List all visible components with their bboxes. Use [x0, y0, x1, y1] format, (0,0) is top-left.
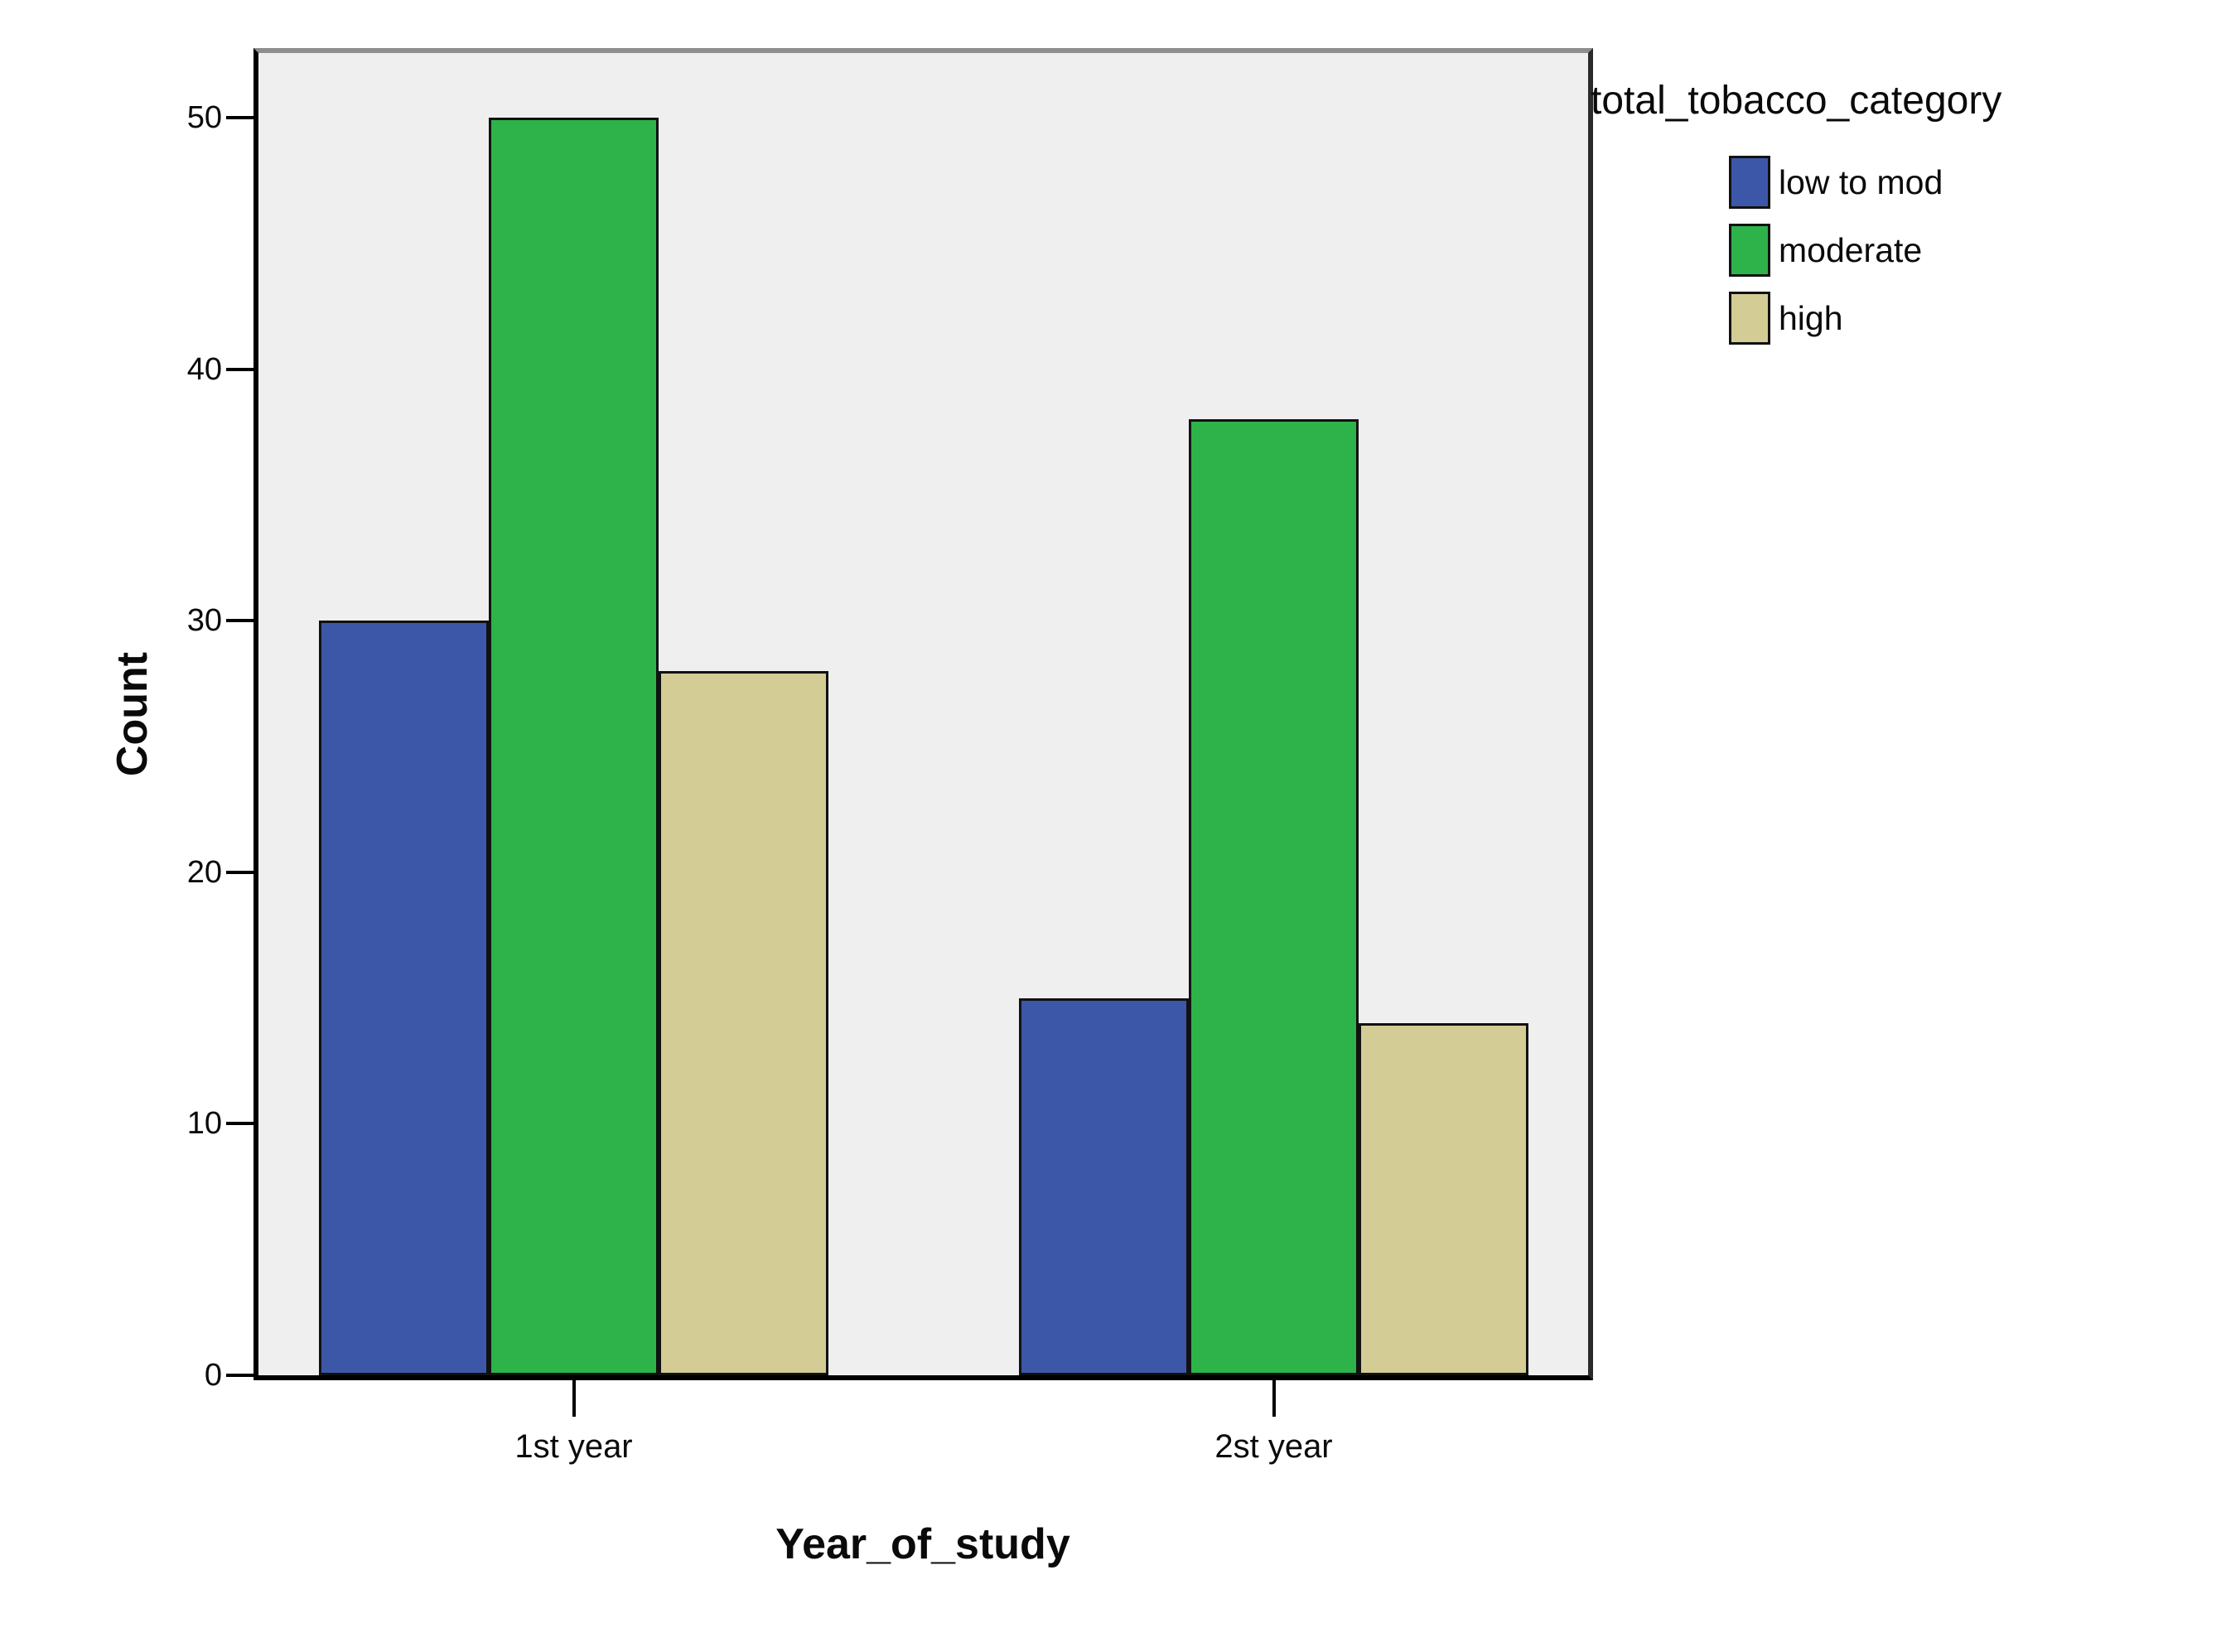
y-tick-mark	[226, 367, 253, 371]
y-tick-mark	[226, 116, 253, 119]
bar-moderate-1st-year	[489, 118, 659, 1375]
y-tick-label: 50	[186, 100, 222, 135]
legend-label: high	[1779, 299, 1843, 337]
y-tick-label: 30	[186, 603, 222, 639]
bar-low-to-mod-2st-year	[1019, 997, 1189, 1375]
x-tick-mark	[572, 1380, 576, 1417]
bar-low-to-mod-1st-year	[319, 621, 489, 1375]
bar-high-1st-year	[659, 670, 828, 1375]
bar-high-2st-year	[1359, 1022, 1528, 1375]
legend-swatch-high	[1729, 292, 1770, 345]
bar-moderate-2st-year	[1189, 419, 1359, 1375]
legend-swatch-low-to-mod	[1729, 156, 1770, 209]
y-tick-label: 0	[204, 1358, 222, 1393]
y-tick-mark	[226, 1374, 253, 1377]
y-tick-label: 10	[186, 1106, 222, 1142]
legend-title: total_tobacco_category	[1591, 79, 2002, 123]
x-tick-mark	[1272, 1380, 1276, 1417]
y-axis-title: Count	[109, 651, 157, 777]
x-category-label: 2st year	[1214, 1428, 1333, 1465]
y-tick-mark	[226, 870, 253, 874]
x-axis-title: Year_of_study	[775, 1520, 1070, 1568]
y-tick-label: 40	[186, 351, 222, 387]
y-tick-mark	[226, 1122, 253, 1126]
y-tick-label: 20	[186, 854, 222, 890]
x-category-label: 1st year	[514, 1428, 633, 1465]
legend-label: moderate	[1779, 231, 1923, 269]
legend-swatch-moderate	[1729, 224, 1770, 277]
y-tick-mark	[226, 619, 253, 623]
legend-label: low to mod	[1779, 163, 1943, 201]
